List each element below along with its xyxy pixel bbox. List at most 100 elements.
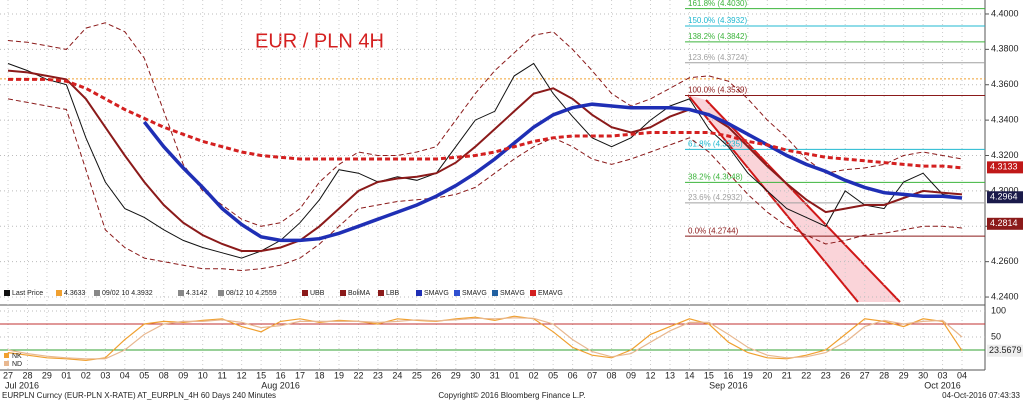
legend-swatch <box>416 290 422 296</box>
legend-swatch <box>4 290 10 296</box>
x-tick-label: 07 <box>587 370 597 380</box>
price-tag <box>987 191 1023 204</box>
month-label: Oct 2016 <box>924 380 961 390</box>
x-tick-label: 12 <box>646 370 656 380</box>
price-tag <box>987 161 1023 174</box>
legend-label: ND <box>12 361 22 368</box>
x-tick-label: 20 <box>762 370 772 380</box>
channel-edge <box>705 99 901 303</box>
x-tick-label: 13 <box>665 370 675 380</box>
legend-swatch <box>302 290 308 296</box>
footer-right: 04-Oct-2016 07:43:33 <box>942 391 1020 400</box>
x-tick-label: 15 <box>704 370 714 380</box>
x-tick-label: 28 <box>22 370 32 380</box>
y-tick-label: 4.3200 <box>991 150 1019 160</box>
x-tick-label: 26 <box>840 370 850 380</box>
legend-swatch <box>340 290 346 296</box>
y-tick-label: 50 <box>991 331 1001 341</box>
legend-label: BoliMA <box>348 290 371 297</box>
legend-swatch <box>530 290 536 296</box>
line-series <box>7 69 963 252</box>
x-tick-label: 30 <box>918 370 928 380</box>
x-tick-label: 27 <box>860 370 870 380</box>
month-label: Aug 2016 <box>261 380 300 390</box>
x-tick-label: 18 <box>315 370 325 380</box>
x-tick-label: 17 <box>295 370 305 380</box>
legend-label: SMAVG <box>424 290 449 297</box>
price-tag-label: 4.2814 <box>990 218 1018 228</box>
fib-label: 38.2% (4.3048) <box>688 173 743 182</box>
x-tick-label: 22 <box>801 370 811 380</box>
x-tick-label: 29 <box>451 370 461 380</box>
line-series <box>7 22 963 227</box>
legend-swatch <box>56 290 62 296</box>
y-tick-label: 4.2400 <box>991 291 1019 301</box>
line-series <box>7 62 963 259</box>
x-tick-label: 26 <box>431 370 441 380</box>
x-tick-label: 01 <box>61 370 71 380</box>
x-tick-label: 03 <box>938 370 948 380</box>
x-tick-label: 05 <box>139 370 149 380</box>
legend-label: SMAVG <box>500 290 525 297</box>
x-tick-label: 09 <box>626 370 636 380</box>
x-tick-label: 05 <box>548 370 558 380</box>
x-tick-label: 02 <box>529 370 539 380</box>
legend-label: LBB <box>386 290 400 297</box>
x-tick-label: 14 <box>684 370 694 380</box>
x-tick-label: 22 <box>353 370 363 380</box>
legend-label: NK <box>12 353 22 360</box>
x-tick-label: 02 <box>81 370 91 380</box>
fib-label: 150.0% (4.3932) <box>688 16 747 25</box>
y-tick-label: 4.4000 <box>991 8 1019 18</box>
legend-label: 4.3633 <box>64 290 86 297</box>
x-tick-label: 04 <box>957 370 967 380</box>
x-tick-label: 09 <box>178 370 188 380</box>
price-tag-label: 4.2964 <box>990 192 1018 202</box>
line-series <box>8 77 963 170</box>
x-tick-label: 19 <box>334 370 344 380</box>
y-tick-label: 100 <box>991 305 1006 315</box>
x-tick-label: 30 <box>470 370 480 380</box>
x-tick-label: 15 <box>256 370 266 380</box>
legend-swatch <box>94 290 100 296</box>
x-tick-label: 08 <box>607 370 617 380</box>
x-tick-label: 10 <box>198 370 208 380</box>
x-tick-label: 06 <box>568 370 578 380</box>
legend-label: 09/02 10 4.3932 <box>102 290 153 297</box>
x-tick-label: 24 <box>392 370 402 380</box>
line-series <box>7 317 963 360</box>
x-tick-label: 12 <box>237 370 247 380</box>
legend-label: UBB <box>310 290 325 297</box>
line-series <box>7 98 963 272</box>
x-tick-label: 16 <box>723 370 733 380</box>
x-tick-label: 19 <box>743 370 753 380</box>
footer-center: Copyright© 2016 Bloomberg Finance L.P. <box>438 391 585 400</box>
x-tick-label: 31 <box>490 370 500 380</box>
y-tick-label: 4.3000 <box>991 185 1019 195</box>
x-tick-label: 16 <box>276 370 286 380</box>
fib-label: 138.2% (4.3842) <box>688 32 747 41</box>
fib-label: 61.8% (4.3235) <box>688 139 743 148</box>
legend-label: Last Price <box>12 290 43 297</box>
legend-label: SMAVG <box>462 290 487 297</box>
x-tick-label: 03 <box>100 370 110 380</box>
x-tick-label: 25 <box>412 370 422 380</box>
y-tick-label: 4.3800 <box>991 44 1019 54</box>
legend-label: EMAVG <box>538 290 563 297</box>
channel-edge <box>687 94 859 303</box>
month-label: Jul 2016 <box>5 380 39 390</box>
x-tick-label: 23 <box>821 370 831 380</box>
x-tick-label: 29 <box>899 370 909 380</box>
legend-swatch <box>4 361 9 366</box>
x-tick-label: 11 <box>217 370 226 380</box>
legend-swatch <box>218 290 224 296</box>
legend-swatch <box>4 353 9 358</box>
y-tick-label: 4.2600 <box>991 256 1019 266</box>
legend-swatch <box>178 290 184 296</box>
x-tick-label: 28 <box>879 370 889 380</box>
legend-label: 4.3142 <box>186 290 208 297</box>
last-value-label: 23.5679 <box>989 345 1022 355</box>
fib-label: 100.0% (4.3539) <box>688 86 747 95</box>
